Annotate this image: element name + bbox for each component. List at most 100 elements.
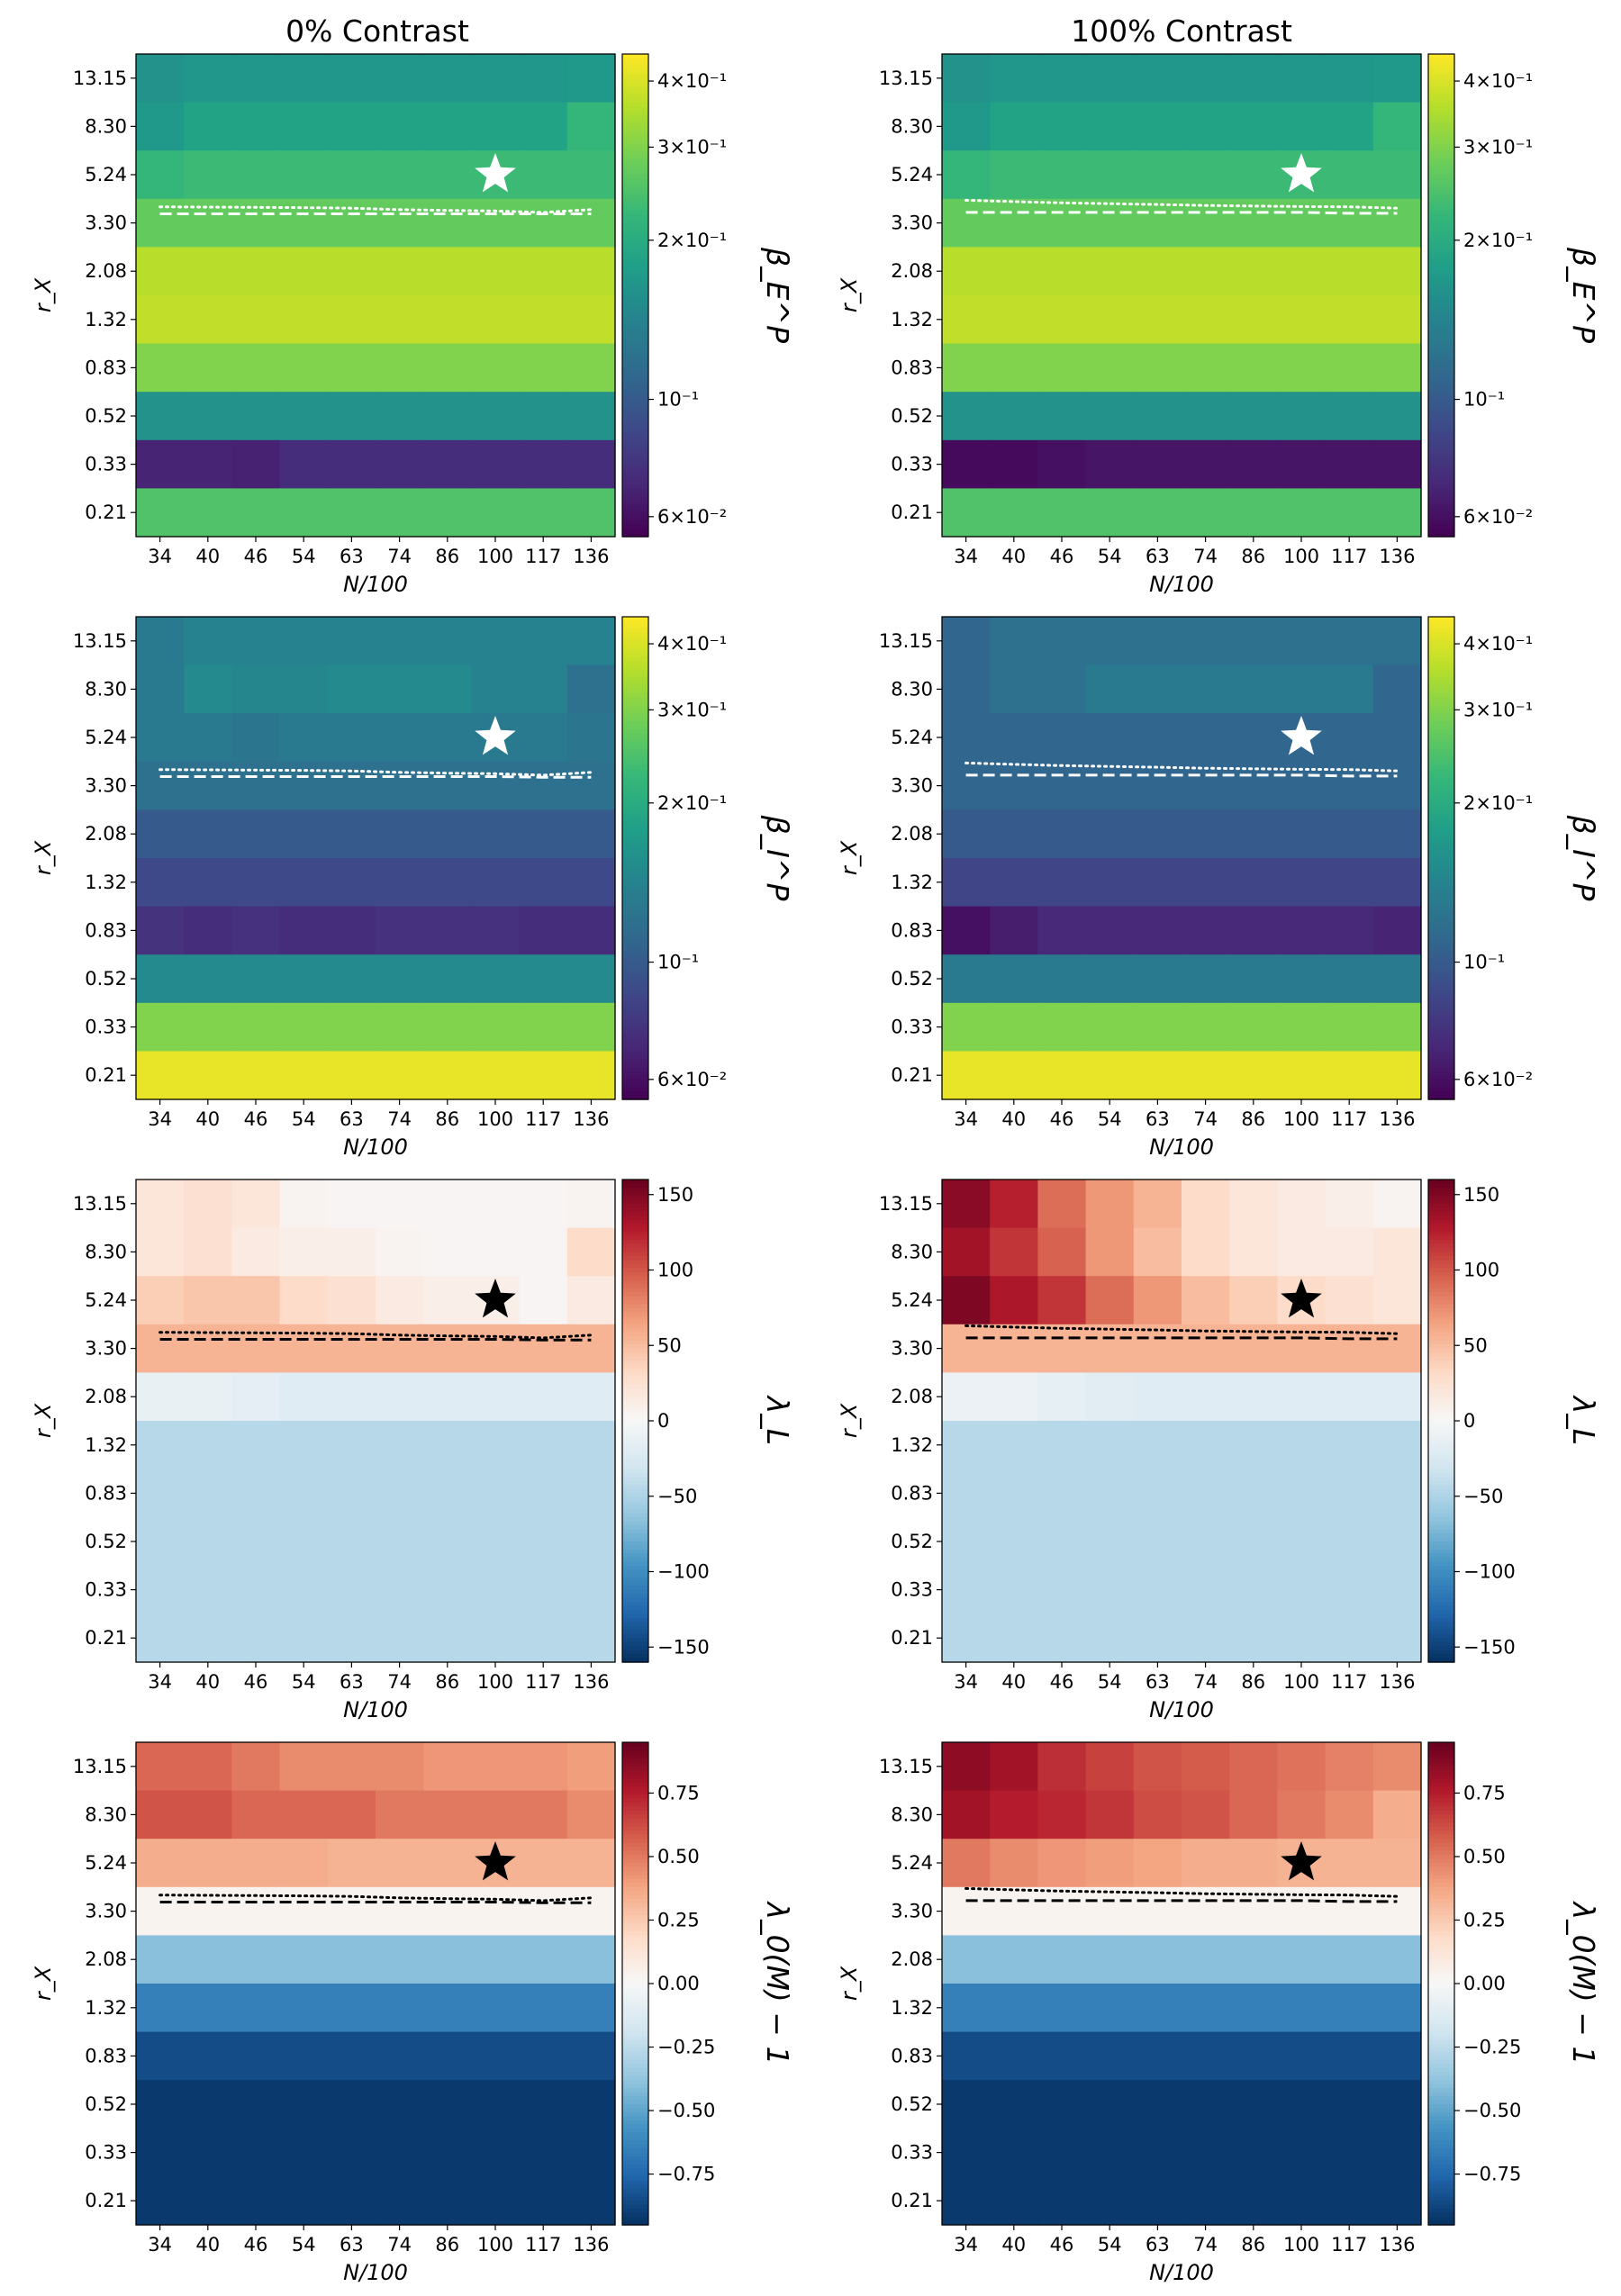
colorbar-tick-label: 4×10⁻¹ bbox=[1463, 70, 1533, 92]
heatmap-cell bbox=[327, 1790, 376, 1840]
colorbar-segment bbox=[622, 1488, 648, 1495]
heatmap-cell bbox=[1182, 1935, 1230, 1984]
colorbar-segment bbox=[1428, 1191, 1454, 1197]
colorbar-segment bbox=[622, 1457, 648, 1462]
colorbar-segment bbox=[1428, 2088, 1454, 2093]
heatmap-cell bbox=[1085, 713, 1135, 763]
x-tick-label: 74 bbox=[1193, 1108, 1218, 1130]
colorbar-segment bbox=[1428, 175, 1454, 180]
heatmap-cell bbox=[376, 54, 424, 104]
heatmap-cell bbox=[184, 488, 232, 538]
heatmap-cell bbox=[1037, 1935, 1087, 1984]
colorbar-segment bbox=[1428, 468, 1454, 474]
heatmap-cell bbox=[1372, 150, 1422, 200]
heatmap-cell bbox=[1372, 102, 1422, 151]
heatmap-cell bbox=[519, 713, 568, 763]
heatmap-cell bbox=[1325, 713, 1374, 763]
heatmap-cell bbox=[519, 1421, 568, 1470]
colorbar-segment bbox=[622, 1609, 648, 1615]
colorbar-segment bbox=[622, 1826, 648, 1831]
colorbar-segment bbox=[1428, 934, 1454, 940]
heatmap-cell bbox=[1037, 1276, 1087, 1325]
heatmap-cell bbox=[1133, 1614, 1182, 1663]
colorbar-segment bbox=[622, 1067, 648, 1072]
colorbar-segment bbox=[622, 1786, 648, 1792]
colorbar-segment bbox=[1428, 186, 1454, 192]
heatmap-cell bbox=[1182, 1839, 1230, 1888]
axes-frame bbox=[941, 1179, 1422, 1663]
heatmap-cell bbox=[519, 439, 568, 489]
colorbar-segment bbox=[622, 2047, 648, 2053]
colorbar-segment bbox=[622, 1260, 648, 1265]
colorbar-segment bbox=[622, 1271, 648, 1277]
heatmap-cell bbox=[1277, 906, 1327, 955]
heatmap-cell bbox=[519, 1227, 568, 1277]
colorbar-segment bbox=[1428, 1079, 1454, 1084]
colorbar-segment bbox=[622, 2011, 648, 2017]
heatmap-cell bbox=[1182, 1565, 1230, 1614]
colorbar-segment bbox=[1428, 1971, 1454, 1976]
heatmap-cell bbox=[136, 664, 185, 714]
heatmap-cell bbox=[990, 858, 1038, 908]
colorbar-tick-label: −150 bbox=[657, 1636, 710, 1658]
colorbar-segment bbox=[622, 1545, 648, 1550]
heatmap-cell bbox=[279, 1421, 329, 1470]
x-tick-label: 34 bbox=[954, 546, 978, 567]
heatmap-cell bbox=[1277, 809, 1327, 859]
heatmap-cell bbox=[1277, 1421, 1327, 1470]
colorbar-segment bbox=[622, 1360, 648, 1366]
heatmap-cell bbox=[566, 858, 616, 908]
heatmap-cell bbox=[279, 617, 329, 666]
colorbar-segment bbox=[1428, 906, 1454, 911]
heatmap-cell bbox=[942, 1935, 991, 1984]
heatmap-cell bbox=[1085, 809, 1135, 859]
heatmap-cell bbox=[1133, 2031, 1182, 2081]
colorbar-segment bbox=[622, 1473, 648, 1478]
y-tick-label: 0.52 bbox=[891, 1531, 933, 1552]
heatmap-cell bbox=[471, 1565, 521, 1614]
heatmap-cell bbox=[1133, 1421, 1182, 1470]
heatmap-cell bbox=[1277, 1227, 1327, 1277]
colorbar-segment bbox=[622, 1573, 648, 1578]
heatmap-cell bbox=[1182, 1227, 1230, 1277]
heatmap-cell bbox=[1182, 1984, 1230, 2033]
heatmap-cell bbox=[1133, 1935, 1182, 1984]
x-tick-label: 136 bbox=[573, 1108, 609, 1130]
heatmap-cell bbox=[279, 713, 329, 763]
heatmap-cell bbox=[376, 102, 424, 151]
axes-frame bbox=[941, 53, 1422, 538]
colorbar-segment bbox=[622, 1509, 648, 1514]
y-tick-label: 0.83 bbox=[85, 357, 127, 378]
colorbar-segment bbox=[1428, 1344, 1454, 1350]
heatmap-cell bbox=[1372, 761, 1422, 810]
colorbar-segment bbox=[1428, 484, 1454, 490]
colorbar-segment bbox=[1428, 1252, 1454, 1257]
y-tick-label: 0.33 bbox=[85, 1017, 127, 1038]
colorbar-segment bbox=[1428, 90, 1454, 95]
heatmap-cell bbox=[1037, 247, 1087, 296]
heatmap-cell bbox=[1325, 488, 1374, 538]
heatmap-cell bbox=[1085, 761, 1135, 810]
heatmap-cell bbox=[1277, 54, 1327, 104]
heatmap-cell bbox=[1372, 2128, 1422, 2177]
heatmap-cell bbox=[1229, 906, 1278, 955]
x-tick-label: 136 bbox=[1379, 1671, 1415, 1693]
heatmap-cell bbox=[471, 2080, 521, 2129]
colorbar-segment bbox=[622, 1183, 648, 1189]
heatmap-cell bbox=[519, 954, 568, 1004]
heatmap-cell bbox=[136, 1790, 185, 1840]
x-tick-label: 40 bbox=[1001, 2234, 1026, 2255]
colorbar-segment bbox=[1428, 1886, 1454, 1892]
colorbar-segment bbox=[1428, 2056, 1454, 2061]
heatmap-cell bbox=[1133, 1517, 1182, 1567]
heatmap-cell bbox=[376, 1227, 424, 1277]
colorbar-segment bbox=[622, 2056, 648, 2061]
heatmap-cell bbox=[1085, 1372, 1135, 1422]
colorbar-segment bbox=[1428, 1746, 1454, 1751]
heatmap-cell bbox=[1372, 1421, 1422, 1470]
heatmap-cell bbox=[327, 1421, 376, 1470]
heatmap-cell bbox=[1229, 2176, 1278, 2226]
heatmap-cell bbox=[1277, 439, 1327, 489]
colorbar-segment bbox=[622, 348, 648, 353]
colorbar-segment bbox=[1428, 994, 1454, 1000]
